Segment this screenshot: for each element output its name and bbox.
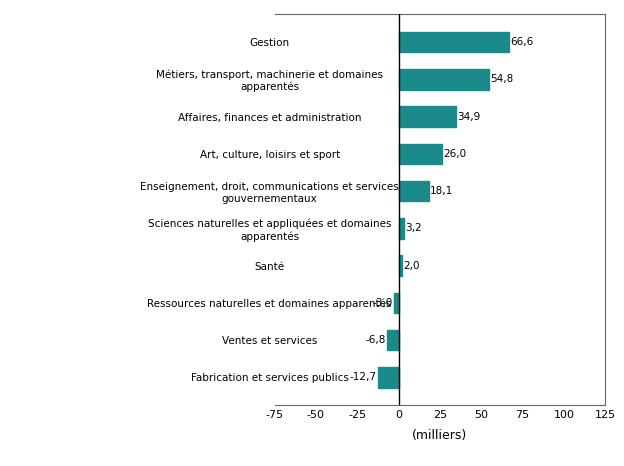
Bar (399, 255, 402, 276)
Bar (399, 144, 442, 164)
Bar (399, 218, 404, 239)
Bar (388, 330, 399, 350)
Text: 34,9: 34,9 (457, 111, 481, 122)
Bar (378, 367, 399, 388)
Text: 26,0: 26,0 (443, 149, 466, 159)
Text: 54,8: 54,8 (490, 74, 514, 84)
Text: 2,0: 2,0 (403, 260, 420, 271)
Text: 66,6: 66,6 (510, 37, 534, 47)
Bar (399, 69, 489, 89)
Bar (399, 106, 456, 127)
Bar (399, 32, 509, 52)
Bar (394, 293, 399, 313)
X-axis label: (milliers): (milliers) (412, 429, 467, 442)
Text: -12,7: -12,7 (349, 372, 376, 383)
Text: -6,8: -6,8 (366, 335, 386, 345)
Text: -3,0: -3,0 (372, 298, 392, 308)
Text: 3,2: 3,2 (405, 223, 422, 233)
Bar (399, 181, 429, 201)
Text: 18,1: 18,1 (430, 186, 453, 196)
